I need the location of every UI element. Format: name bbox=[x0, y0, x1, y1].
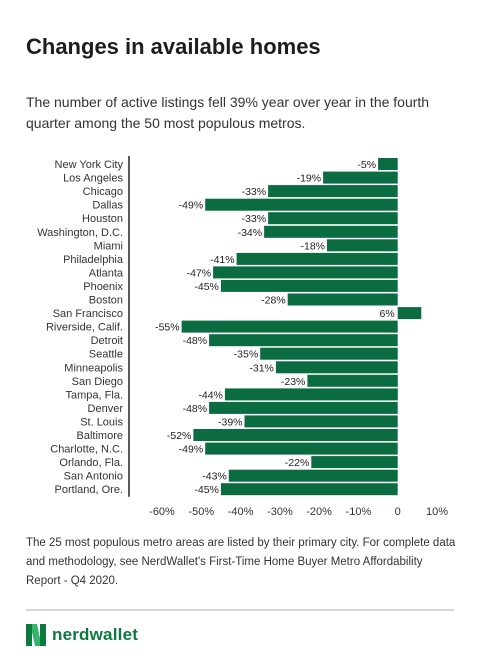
data-label: -34% bbox=[238, 227, 263, 239]
data-label: -39% bbox=[218, 416, 243, 428]
data-label: -33% bbox=[242, 186, 267, 198]
bar bbox=[244, 415, 398, 428]
bar bbox=[268, 212, 398, 225]
category-label: Los Angeles bbox=[63, 173, 123, 185]
category-label: Dallas bbox=[92, 200, 123, 212]
category-label: Baltimore bbox=[77, 430, 123, 442]
x-tick-label: -50% bbox=[188, 506, 214, 518]
data-label: -23% bbox=[281, 376, 306, 388]
bar bbox=[311, 456, 398, 469]
category-label: Charlotte, N.C. bbox=[50, 444, 123, 456]
chart-title: Changes in available homes bbox=[26, 34, 321, 59]
category-label: Houston bbox=[82, 213, 123, 225]
x-tick-label: -10% bbox=[346, 506, 372, 518]
data-label: -55% bbox=[155, 322, 180, 334]
category-label: Phoenix bbox=[83, 281, 123, 293]
data-label: -5% bbox=[357, 159, 376, 171]
bar-chart: New York City -5% Los Angeles -19% Chicago -3… bbox=[37, 156, 448, 518]
data-label: -22% bbox=[285, 457, 310, 469]
category-label: Tampa, Fla. bbox=[66, 389, 123, 401]
category-label: New York City bbox=[55, 159, 124, 171]
x-tick-label: 0 bbox=[395, 506, 401, 518]
category-label: Philadelphia bbox=[63, 254, 124, 266]
category-label: Seattle bbox=[89, 349, 123, 361]
bar bbox=[323, 171, 398, 184]
data-label: -41% bbox=[210, 254, 235, 266]
category-label: Detroit bbox=[91, 335, 123, 347]
category-label: Denver bbox=[88, 403, 124, 415]
category-label: Boston bbox=[89, 295, 123, 307]
data-label: -49% bbox=[179, 444, 204, 456]
data-label: -43% bbox=[202, 471, 227, 483]
data-label: -35% bbox=[234, 349, 259, 361]
category-label: Chicago bbox=[83, 186, 123, 198]
bar bbox=[209, 401, 398, 414]
bar bbox=[268, 185, 398, 198]
bar bbox=[378, 158, 398, 170]
data-label: -19% bbox=[297, 173, 322, 185]
bar bbox=[213, 266, 398, 279]
category-label: St. Louis bbox=[80, 416, 123, 428]
bar bbox=[264, 225, 398, 238]
data-label: -47% bbox=[187, 267, 212, 279]
bar bbox=[236, 252, 398, 265]
category-label: Portland, Ore. bbox=[55, 484, 123, 496]
data-label: -48% bbox=[183, 335, 208, 347]
bar bbox=[181, 320, 398, 333]
bar bbox=[205, 442, 398, 455]
category-label: Riverside, Calif. bbox=[46, 322, 123, 334]
bar bbox=[327, 239, 398, 252]
x-tick-label: -20% bbox=[306, 506, 332, 518]
category-label: San Diego bbox=[72, 376, 123, 388]
bar bbox=[220, 483, 398, 496]
bar bbox=[397, 307, 422, 320]
data-label: -44% bbox=[198, 389, 223, 401]
brand-name: nerdwallet bbox=[52, 625, 139, 644]
category-label: San Francisco bbox=[53, 308, 123, 320]
data-label: -45% bbox=[194, 484, 219, 496]
bar bbox=[307, 374, 398, 387]
bar bbox=[209, 334, 398, 347]
category-label: Minneapolis bbox=[64, 362, 123, 374]
category-label: Atlanta bbox=[89, 267, 124, 279]
x-tick-label: -60% bbox=[149, 506, 175, 518]
bar bbox=[224, 388, 398, 401]
bar bbox=[228, 469, 398, 482]
nerdwallet-logo-icon bbox=[26, 624, 46, 646]
bar bbox=[193, 429, 398, 441]
data-label: -18% bbox=[300, 240, 325, 252]
category-label: San Antonio bbox=[64, 471, 123, 483]
category-label: Miami bbox=[94, 240, 123, 252]
data-label: -52% bbox=[167, 430, 192, 442]
data-label: -48% bbox=[183, 403, 208, 415]
chart-subtitle: The number of active listings fell 39% y… bbox=[26, 94, 430, 131]
x-tick-label: -30% bbox=[267, 506, 293, 518]
data-label: -28% bbox=[261, 295, 286, 307]
data-label: 6% bbox=[380, 308, 395, 320]
bar bbox=[275, 361, 398, 374]
category-label: Washington, D.C. bbox=[37, 227, 123, 239]
bar bbox=[205, 198, 398, 211]
category-label: Orlando, Fla. bbox=[59, 457, 123, 469]
bar bbox=[287, 293, 398, 306]
data-label: -45% bbox=[194, 281, 219, 293]
data-label: -31% bbox=[249, 362, 274, 374]
footer-divider bbox=[26, 609, 454, 611]
data-label: -33% bbox=[242, 213, 267, 225]
data-label: -49% bbox=[179, 200, 204, 212]
x-tick-label: -40% bbox=[228, 506, 254, 518]
x-tick-label: 10% bbox=[426, 506, 448, 518]
bar bbox=[220, 279, 398, 292]
nerdwallet-logo: nerdwallet bbox=[26, 624, 138, 646]
bar bbox=[260, 347, 398, 360]
footnote: The 25 most populous metro areas are lis… bbox=[26, 537, 456, 587]
